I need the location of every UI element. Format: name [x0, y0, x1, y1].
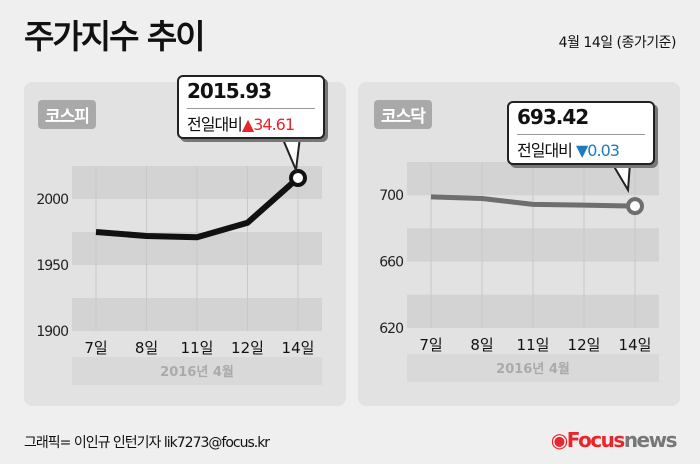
x-tick-label: 11일 [181, 339, 214, 357]
y-tick-label: 1900 [36, 324, 68, 340]
kospi-change: 34.61 [253, 115, 295, 134]
x-tick-label: 14일 [282, 339, 315, 357]
x-group-label: 2016년 4월 [496, 361, 570, 377]
last-point-marker [289, 168, 307, 187]
x-tick-label: 12일 [568, 336, 601, 354]
x-group-band [72, 357, 322, 385]
x-tick-label: 7일 [419, 336, 442, 354]
x-tick-label: 12일 [231, 339, 264, 357]
x-tick-label: 11일 [517, 336, 550, 354]
x-tick-label: 8일 [135, 339, 158, 357]
x-tick-label: 14일 [619, 336, 652, 354]
y-tick-label: 2000 [36, 192, 68, 208]
y-tick-label: 620 [379, 321, 403, 337]
x-tick-label: 8일 [470, 336, 493, 354]
kosdaq-callout: 693.42 전일대비 ▼0.03 [507, 101, 655, 165]
kosdaq-label: 코스닥 [374, 100, 432, 129]
date-note: 4월 14일 (종가기준) [558, 35, 677, 51]
change-label: 전일대비 [517, 141, 573, 160]
y-tick-label: 700 [379, 188, 403, 204]
x-tick-label: 7일 [84, 339, 107, 357]
kospi-label: 코스피 [38, 100, 96, 129]
kospi-callout: 2015.93 전일대비▲34.61 [177, 75, 325, 139]
y-tick-label: 660 [379, 255, 403, 271]
up-triangle-icon: ▲ [241, 115, 254, 134]
kospi-value: 2015.93 [187, 79, 272, 103]
down-triangle-icon: ▼ [575, 141, 588, 160]
credit: 그래픽= 이인규 인턴기자 lik7273@focus.kr [24, 435, 270, 451]
divider [187, 108, 315, 109]
x-group-label: 2016년 4월 [160, 364, 234, 380]
change-label: 전일대비 [187, 115, 243, 134]
callout-pointer [280, 136, 302, 174]
page-title: 주가지수 추이 [24, 17, 206, 56]
last-point-marker [626, 197, 644, 216]
divider [517, 134, 645, 135]
kosdaq-change: 0.03 [587, 141, 620, 160]
focusnews-logo: ◉Focusnews [550, 428, 678, 452]
y-tick-label: 1950 [36, 258, 68, 274]
kosdaq-value: 693.42 [517, 105, 589, 129]
x-group-band [407, 354, 659, 382]
